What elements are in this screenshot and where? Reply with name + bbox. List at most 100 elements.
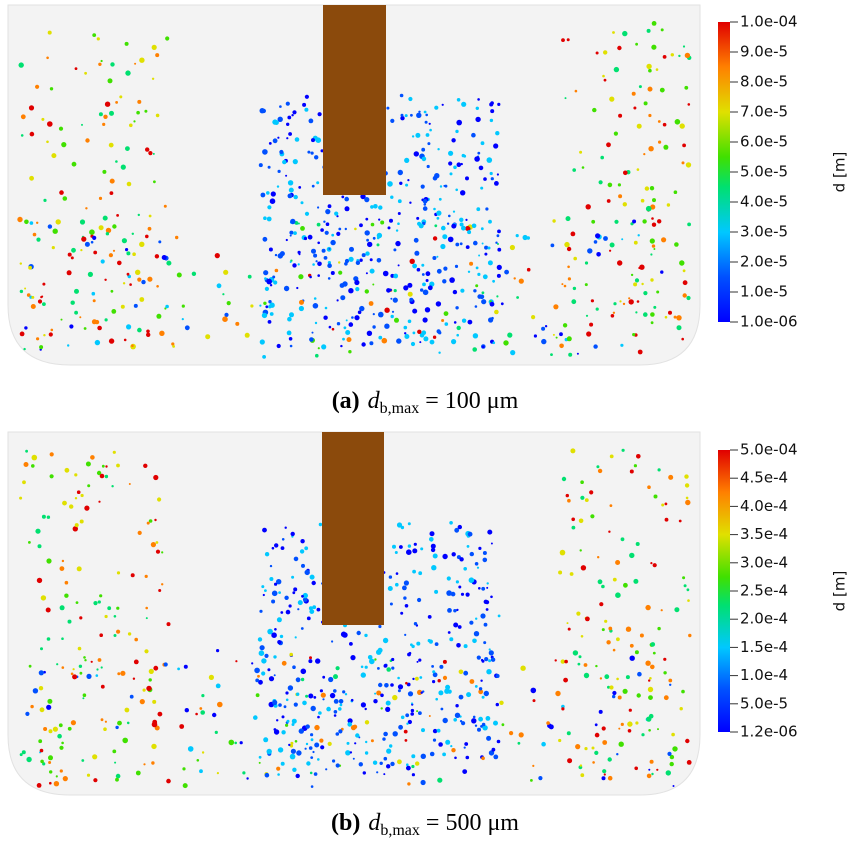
particle [601, 776, 606, 781]
particle [26, 293, 31, 297]
particle [660, 270, 664, 274]
colorbar-tick-label: 1.0e-06 [740, 313, 798, 331]
particle [129, 694, 134, 699]
particle [399, 545, 403, 549]
particle [481, 242, 484, 245]
particle [98, 500, 101, 503]
particle [475, 617, 478, 620]
particle [125, 248, 129, 252]
particle [660, 609, 663, 612]
particle [493, 143, 499, 149]
particle [285, 101, 290, 106]
particle [287, 180, 294, 186]
particle [497, 614, 501, 618]
particle [684, 483, 690, 488]
particle [300, 668, 307, 675]
particle [412, 677, 415, 681]
particle [441, 225, 446, 231]
particle [440, 243, 446, 250]
particle [599, 677, 603, 680]
particle [681, 689, 685, 694]
particle [264, 772, 270, 778]
particle [109, 191, 114, 196]
particle [430, 539, 433, 542]
particle [663, 695, 669, 701]
particle [612, 648, 616, 652]
particle [649, 238, 655, 244]
particle [622, 30, 628, 37]
particle [83, 656, 86, 659]
particle [35, 528, 41, 534]
particle [460, 592, 465, 596]
particle [648, 729, 651, 732]
particle [580, 480, 584, 485]
particle [418, 110, 421, 114]
particle [269, 564, 273, 568]
particle [296, 750, 302, 756]
particle [397, 684, 404, 690]
particle [482, 551, 487, 555]
particle [39, 345, 44, 350]
particle [685, 496, 689, 500]
particle [35, 84, 40, 89]
particle [447, 631, 451, 634]
particle [146, 329, 150, 334]
particle [484, 252, 488, 256]
particle [242, 771, 246, 775]
particle [274, 268, 279, 273]
particle [422, 198, 428, 204]
particle [367, 241, 373, 248]
particle [406, 763, 409, 766]
particle [110, 62, 115, 67]
particle [370, 739, 374, 743]
particle [67, 619, 72, 624]
particle [40, 295, 43, 299]
particle [456, 119, 463, 126]
particle [400, 611, 404, 615]
particle [288, 337, 293, 341]
particle [145, 147, 150, 152]
particle [360, 665, 364, 669]
particle [651, 244, 656, 248]
particle [117, 720, 122, 726]
particle [372, 325, 376, 329]
particle [583, 672, 590, 679]
particle [395, 582, 399, 587]
particle [103, 727, 107, 731]
particle [616, 753, 619, 756]
particle [48, 332, 53, 337]
particle [480, 186, 484, 190]
particle [682, 280, 688, 286]
particle [320, 149, 324, 153]
particle [597, 579, 603, 585]
particle [461, 153, 465, 158]
particle [634, 650, 639, 655]
particle [445, 739, 451, 745]
particle [432, 670, 436, 674]
particle [300, 627, 304, 630]
particle [448, 161, 453, 166]
particle [494, 309, 499, 315]
colorbar-tick-label: 1.0e-5 [740, 283, 788, 301]
particle [494, 181, 499, 186]
particle [594, 732, 600, 738]
particle [69, 324, 74, 329]
particle [466, 692, 472, 698]
particle [276, 579, 282, 585]
particle [457, 524, 462, 530]
particle [152, 152, 155, 155]
particle [674, 119, 681, 125]
particle [255, 693, 260, 698]
particle [422, 289, 429, 296]
particle [488, 659, 492, 663]
particle [435, 301, 442, 307]
particle [323, 256, 328, 260]
particle [271, 590, 278, 597]
particle [312, 303, 319, 309]
particle [304, 94, 309, 99]
particle [408, 96, 413, 102]
particle [436, 329, 441, 334]
particle [373, 204, 378, 209]
particle [584, 498, 589, 502]
particle [50, 328, 54, 332]
